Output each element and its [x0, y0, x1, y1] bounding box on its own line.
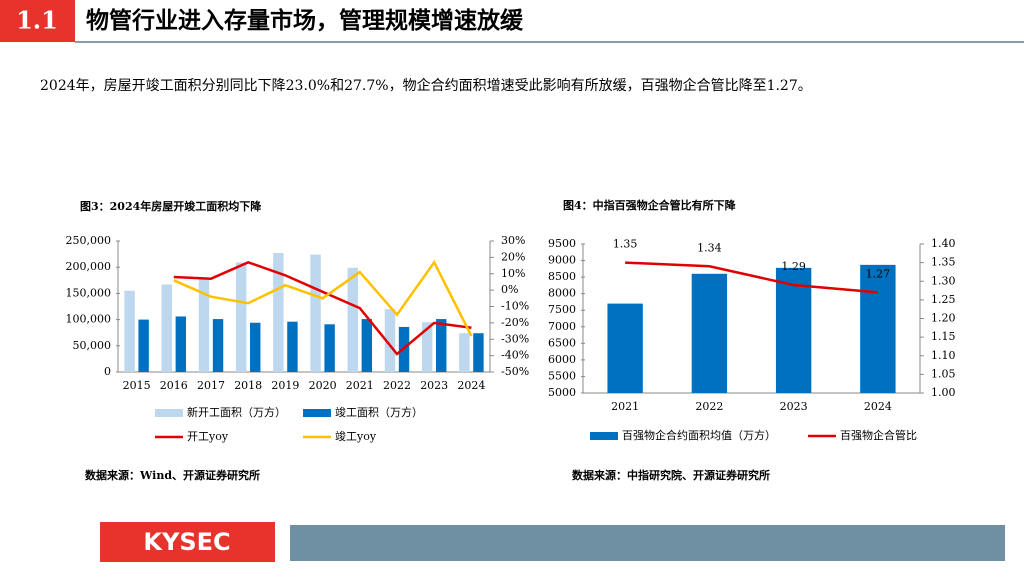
bar — [361, 319, 373, 372]
bar — [436, 319, 447, 372]
x-tick-label: 2021 — [611, 400, 639, 413]
bar — [860, 264, 896, 393]
x-tick-label: 2018 — [234, 379, 262, 392]
x-tick-label: 2022 — [695, 400, 723, 413]
legend-label: 百强物企合管比 — [840, 428, 917, 442]
y-tick-label: 9000 — [548, 254, 576, 267]
number-box — [0, 0, 75, 42]
y2-tick-label: -30% — [501, 332, 529, 345]
legend-label: 百强物企合约面积均值（万方） — [622, 428, 776, 442]
bar — [691, 273, 728, 393]
y2-tick-label: 30% — [501, 234, 525, 247]
y-tick-label: 5500 — [548, 369, 576, 382]
legend-label: 新开工面积（万方） — [187, 405, 286, 419]
bar — [310, 254, 321, 372]
x-tick-label: 2022 — [383, 379, 411, 392]
legend-swatch — [590, 432, 618, 440]
y2-tick-label: 1.05 — [931, 367, 956, 380]
bar — [347, 267, 358, 372]
line-series — [625, 261, 879, 294]
section-number: 1.1 — [16, 6, 58, 35]
bar — [198, 278, 210, 372]
bar — [212, 319, 224, 372]
y-tick-label: 8500 — [548, 270, 576, 283]
y2-tick-label: 0% — [501, 283, 518, 296]
legend-label: 开工yoy — [187, 430, 229, 443]
data-label: 1.35 — [613, 238, 638, 251]
bar — [324, 324, 335, 372]
y2-tick-label: -50% — [501, 365, 529, 378]
y2-tick-label: 1.35 — [931, 256, 956, 269]
data-label: 1.34 — [697, 241, 722, 254]
bar — [250, 322, 261, 372]
y-tick-label: 250,000 — [66, 234, 112, 247]
source-note: 数据来源：中指研究院、开源证券研究所 — [572, 468, 770, 482]
x-tick-label: 2015 — [123, 379, 151, 392]
bar — [459, 333, 470, 372]
x-tick-label: 2017 — [197, 379, 225, 392]
y2-tick-label: 1.15 — [931, 330, 956, 343]
x-tick-label: 2021 — [346, 379, 374, 392]
y2-tick-label: 10% — [501, 267, 525, 280]
legend-swatch — [155, 409, 183, 417]
x-tick-label: 2023 — [780, 400, 808, 413]
data-label: 1.27 — [866, 267, 891, 280]
x-tick-label: 2020 — [309, 379, 337, 392]
bar — [287, 321, 298, 372]
y2-tick-label: 20% — [501, 250, 525, 263]
y-tick-label: 100,000 — [66, 313, 112, 326]
legend-label: 竣工yoy — [335, 429, 377, 443]
bar — [273, 253, 284, 372]
bar — [175, 316, 187, 372]
y2-tick-label: 1.00 — [931, 386, 956, 399]
y-tick-label: 8000 — [548, 287, 576, 300]
footer-bar — [290, 525, 1005, 561]
y-tick-label: 6500 — [548, 336, 576, 349]
chart-title: 图3：2024年房屋开竣工面积均下降 — [80, 199, 262, 213]
y-tick-label: 6000 — [548, 353, 576, 366]
x-tick-label: 2016 — [160, 379, 188, 392]
y2-tick-label: -10% — [501, 300, 529, 313]
y2-tick-label: 1.40 — [931, 237, 956, 250]
bar — [473, 333, 484, 372]
bar — [384, 309, 396, 372]
y2-tick-label: 1.20 — [931, 312, 956, 325]
chart-title: 图4：中指百强物企合管比有所下降 — [563, 198, 737, 212]
source-note: 数据来源：Wind、开源证券研究所 — [85, 468, 260, 482]
body-text: 2024年，房屋开竣工面积分别同比下降23.0%和27.7%，物企合约面积增速受… — [40, 77, 812, 94]
legend-label: 竣工面积（万方） — [335, 405, 423, 419]
bar — [421, 322, 433, 372]
y-tick-label: 0 — [104, 365, 111, 378]
line-series — [173, 259, 473, 337]
line-series — [173, 260, 472, 356]
logo-box — [100, 522, 275, 562]
x-tick-label: 2019 — [271, 379, 299, 392]
y2-tick-label: -20% — [501, 316, 529, 329]
x-tick-label: 2024 — [864, 400, 892, 413]
y-tick-label: 50,000 — [73, 339, 112, 352]
x-tick-label: 2024 — [457, 379, 485, 392]
slide-title: 物管行业进入存量市场，管理规模增速放缓 — [86, 7, 524, 34]
y2-tick-label: 1.30 — [931, 274, 956, 287]
bar — [161, 284, 172, 372]
y-tick-label: 7500 — [548, 303, 576, 316]
y-tick-label: 5000 — [548, 386, 576, 399]
y-tick-label: 7000 — [548, 320, 576, 333]
y2-tick-label: 1.25 — [931, 293, 956, 306]
bar — [775, 267, 812, 393]
data-label: 1.29 — [781, 260, 806, 273]
y-tick-label: 150,000 — [66, 286, 112, 299]
bar — [138, 319, 149, 372]
y-tick-label: 200,000 — [66, 260, 112, 273]
y-tick-label: 9500 — [548, 237, 576, 250]
y2-tick-label: 1.10 — [931, 349, 956, 362]
legend-swatch — [303, 409, 331, 417]
x-tick-label: 2023 — [420, 379, 448, 392]
bar — [607, 303, 643, 393]
y2-tick-label: -40% — [501, 349, 529, 362]
bar — [124, 290, 135, 372]
logo: KYSEC — [143, 528, 230, 556]
bar — [235, 262, 247, 372]
